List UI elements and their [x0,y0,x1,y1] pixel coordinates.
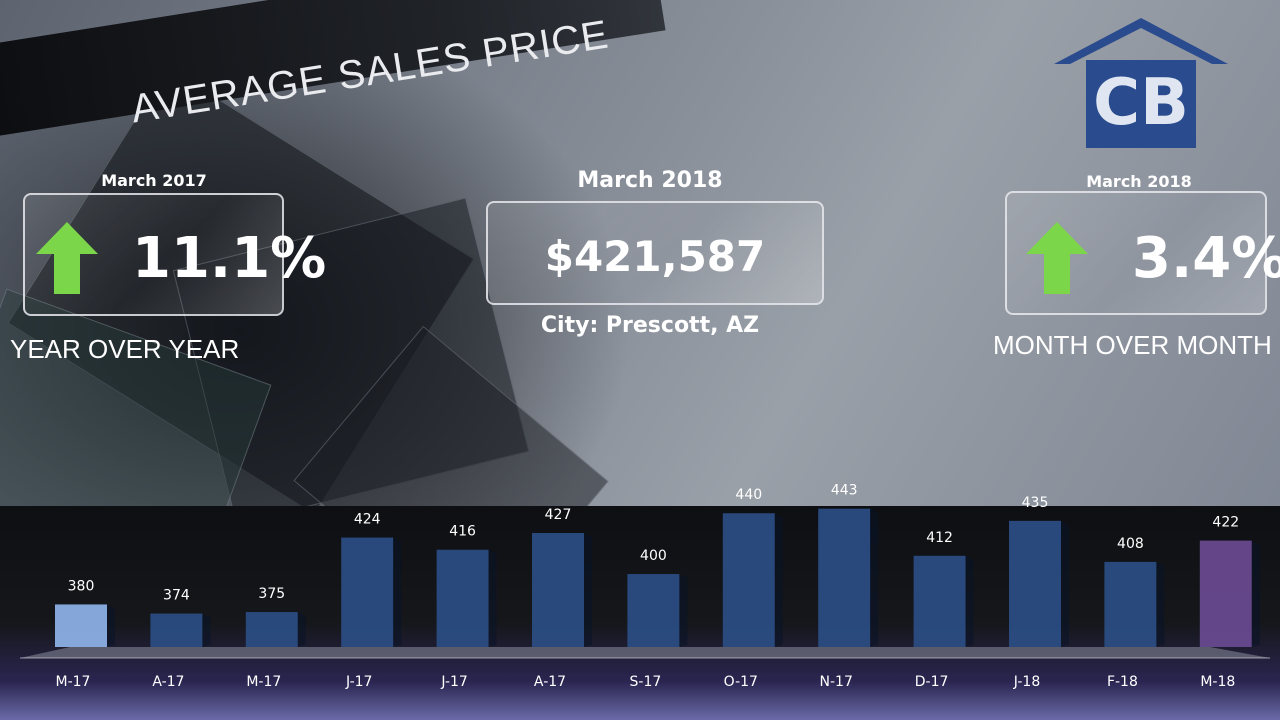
data-label: 424 [354,512,381,528]
kpi-right-period: March 2018 [1086,172,1192,191]
x-tick-label: M-17 [246,674,281,690]
bar [55,604,107,647]
bar [436,549,489,647]
house-cb-logo-icon: CB [1054,18,1228,148]
kpi-right-value: 3.4% [1132,226,1280,291]
bar-side [965,555,974,647]
bar-side [1156,561,1165,647]
x-tick-label: F-18 [1107,674,1138,690]
bar-side [202,613,211,647]
bar [1199,540,1252,647]
x-tick-label: A-17 [534,674,566,690]
bar-3 [341,537,402,647]
kpi-center-period: March 2018 [577,168,723,193]
x-tick-label: M-17 [56,674,91,690]
bar-9 [913,555,974,647]
logo-text: CB [1093,66,1189,140]
bar-11 [1104,561,1165,647]
bar-side [870,508,879,647]
data-label: 380 [68,578,95,594]
data-label: 408 [1117,536,1144,552]
bar-7 [722,513,783,647]
bar-12 [1199,540,1260,647]
kpi-left-period: March 2017 [101,171,207,190]
data-label: 374 [163,588,190,604]
bar [818,508,871,647]
x-tick-label: J-17 [440,674,468,690]
bar-side [1251,540,1260,647]
x-tick-label: J-18 [1013,674,1041,690]
x-tick-label: A-17 [152,674,184,690]
bar-0 [55,604,115,647]
up-arrow-icon [36,222,98,294]
sales-price-bar-chart: 380 M-17 374 A-17 375 M-17 424 J-17 416 J-17 427 A-… [20,483,1270,690]
bar [913,555,966,647]
bar-side [297,612,306,647]
x-tick-label: D-17 [915,674,949,690]
bar-8 [818,508,879,647]
bar-1 [150,613,211,647]
x-tick-label: J-17 [345,674,373,690]
bar [722,513,775,647]
kpi-center-value: $421,587 [544,232,766,281]
kpi-center-city: City: Prescott, AZ [540,313,760,338]
data-label: 427 [545,507,572,523]
bar [150,613,203,647]
kpi-left-value: 11.1% [132,226,327,291]
x-tick-label: M-18 [1200,674,1235,690]
data-label: 400 [640,548,667,564]
chart-floor [20,647,1270,658]
bar-side [679,574,688,647]
data-label: 435 [1022,495,1049,511]
bar [627,574,680,647]
bar-4 [436,549,497,647]
bar [532,533,584,647]
bar-side [393,537,402,647]
bar-6 [627,574,688,647]
bar-side [1061,520,1069,647]
bar-side [774,513,783,647]
data-label: 422 [1212,515,1239,531]
data-label: 443 [831,483,858,499]
kpi-right-caption: MONTH OVER MONTH [993,330,1272,360]
data-label: 440 [735,487,762,503]
kpi-left-caption: YEAR OVER YEAR [10,334,240,364]
up-arrow-icon [1026,222,1088,294]
bar-5 [532,533,592,647]
bar [341,537,394,647]
data-label: 412 [926,530,953,546]
bar [1009,520,1061,647]
bar-10 [1009,520,1069,647]
bar-side [584,533,592,647]
bar [245,612,298,647]
kpi-center-box [486,201,824,305]
bar-side [107,604,115,647]
data-label: 375 [258,586,285,602]
bar-side [488,549,497,647]
bar-2 [245,612,306,647]
x-tick-label: S-17 [630,674,662,690]
data-label: 416 [449,524,476,540]
x-tick-label: N-17 [820,674,853,690]
x-tick-label: O-17 [724,674,758,690]
bar [1104,561,1157,647]
